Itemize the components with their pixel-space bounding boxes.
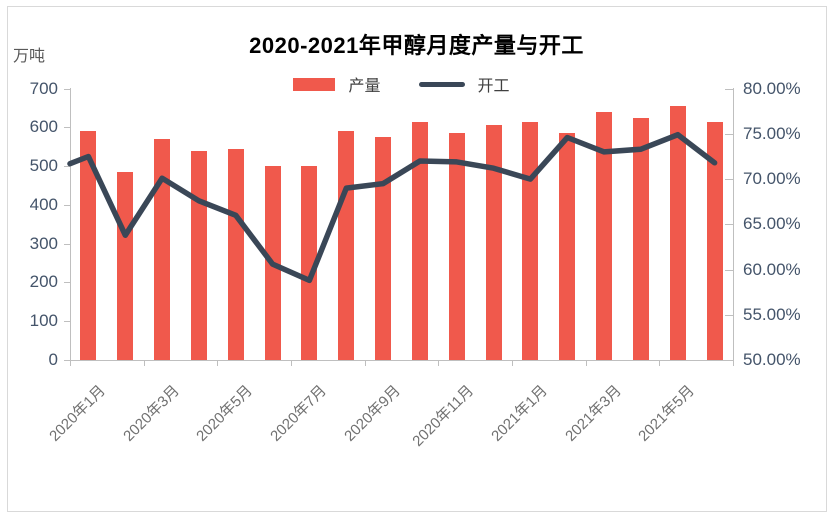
production-bar [301,166,318,360]
left-axis-tick [64,282,70,284]
bottom-axis-line [70,360,734,361]
bottom-axis-tick [291,360,292,366]
production-bar [264,166,281,360]
bottom-axis-tick [733,360,734,366]
right-axis-tick-label: 55.00% [743,304,801,324]
right-axis-tick-label: 65.00% [743,214,801,234]
production-bar [706,121,723,360]
left-axis-tick-label: 600 [29,117,58,137]
right-axis-tick-label: 80.00% [743,78,801,98]
bottom-axis-tick [659,360,661,366]
production-legend-swatch-icon [293,77,336,91]
production-bar [448,133,465,360]
operating-rate-legend-label: 开工 [477,78,510,95]
right-axis-tick-label: 50.00% [743,350,801,369]
bottom-axis-tick [143,360,145,366]
right-axis-tick-label: 70.00% [743,169,801,189]
left-axis-tick-label: 100 [29,311,58,331]
right-axis-tick [725,360,733,361]
left-axis-tick [64,243,70,245]
left-axis-tick-label: 500 [29,156,58,176]
left-axis-line [70,87,71,360]
left-axis-tick-label: 700 [29,78,58,98]
left-axis-tick-label: 0 [48,350,58,369]
production-bar [522,121,539,360]
bottom-axis-tick [217,360,219,366]
production-bar [190,150,207,360]
right-axis-line [733,87,734,360]
production-bar [117,171,134,360]
chart-area-border [7,6,827,512]
chart-title: 2020-2021年甲醇月度产量与开工 [249,33,584,58]
left-axis-tick-label: 200 [29,272,58,292]
right-axis-tick [725,314,733,316]
bottom-axis-tick [70,360,71,366]
left-axis-tick [64,204,70,206]
production-bar [485,125,502,360]
production-bar [227,148,244,360]
left-axis-tick [64,127,70,129]
production-bar [559,133,576,360]
right-axis-tick [725,269,733,271]
bottom-axis-tick [438,360,440,366]
production-bar [411,121,428,360]
production-bar [375,137,392,360]
right-axis-tick [725,133,733,135]
right-axis-tick-label: 60.00% [743,259,801,279]
left-axis-tick [64,166,70,168]
right-axis-tick-label: 75.00% [743,123,801,143]
right-axis-tick [725,224,733,226]
production-bar [338,131,355,360]
left-axis-tick [64,360,70,361]
production-bar [154,139,171,360]
bottom-axis-tick [585,360,587,366]
left-axis-tick-label: 400 [29,194,58,214]
bottom-axis-tick [364,360,366,366]
left-axis-unit-label: 万吨 [13,48,46,65]
operating-rate-legend-swatch-icon [418,81,465,87]
chart-legend: 产量 开工 [0,72,803,96]
left-axis-tick-label: 300 [29,233,58,253]
bottom-axis-tick [512,360,513,366]
production-bar [80,131,97,360]
production-bar [596,111,613,360]
right-axis-tick [725,179,733,181]
right-axis-tick [725,88,733,90]
left-axis-tick [64,321,70,323]
production-bar [669,106,686,360]
production-legend-label: 产量 [348,78,381,95]
production-bar [632,117,649,360]
left-axis-tick [64,88,70,90]
